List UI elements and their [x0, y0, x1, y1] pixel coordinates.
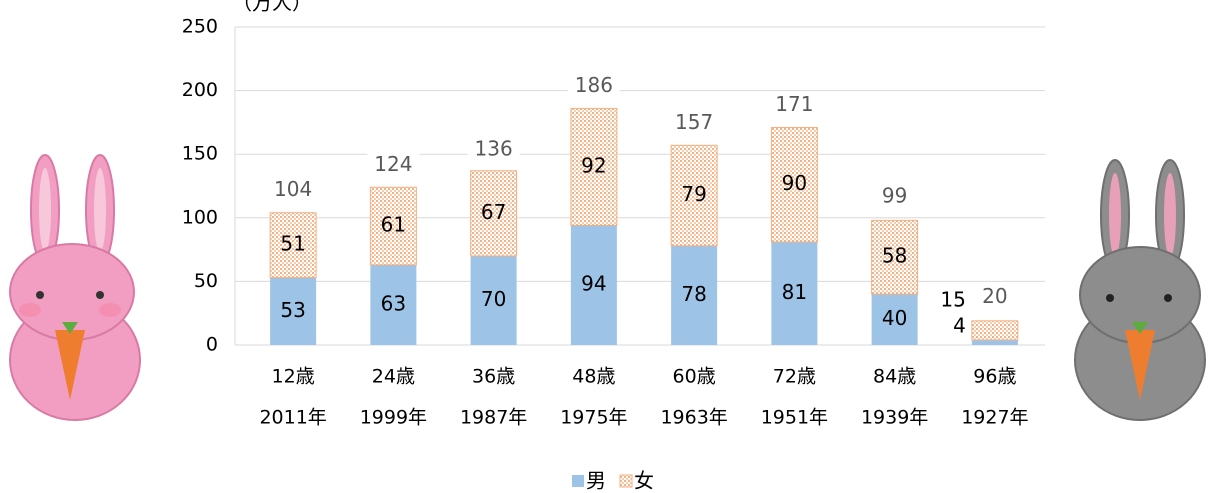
legend-swatch [620, 475, 632, 487]
page: {"chart_data": {"type": "stacked_bar", "… [0, 0, 1211, 493]
total-label: 157 [675, 110, 713, 134]
unit-label: （万人） [232, 0, 312, 15]
data-label: 67 [481, 200, 506, 224]
data-label: 63 [381, 291, 406, 315]
x-tick-label: 72歳 [773, 366, 816, 388]
total-label: 20 [982, 284, 1007, 308]
y-tick-label: 150 [182, 143, 218, 165]
y-tick-label: 100 [182, 206, 218, 228]
data-label: 40 [882, 306, 907, 330]
data-label: 78 [681, 282, 706, 306]
data-label: 79 [681, 182, 706, 206]
legend-label: 男 [586, 469, 606, 493]
total-label: 104 [274, 177, 312, 201]
data-label: 92 [581, 153, 606, 177]
x-tick-label: 1987年 [460, 407, 527, 429]
y-tick-label: 250 [182, 16, 218, 38]
x-tick-label: 24歳 [372, 366, 415, 388]
y-tick-label: 200 [182, 79, 218, 101]
y-tick-label: 0 [206, 334, 218, 356]
legend-label: 女 [634, 469, 654, 493]
legend-swatch [572, 475, 584, 487]
x-tick-label: 1963年 [660, 407, 727, 429]
x-tick-label: 1927年 [961, 407, 1028, 429]
total-label: 99 [882, 184, 907, 208]
pink-rabbit [10, 155, 140, 420]
x-tick-label: 1939年 [861, 407, 928, 429]
x-tick-label: 84歳 [873, 366, 916, 388]
chart: （万人） 0 50 100 150 200 250 12歳 2011年 53 51 104 24歳 19… [0, 0, 1211, 493]
data-label: 51 [280, 232, 305, 256]
total-label: 136 [475, 137, 513, 161]
data-label: 94 [581, 272, 606, 296]
data-label: 15 [940, 288, 965, 312]
data-label: 70 [481, 287, 506, 311]
x-tick-label: 1999年 [360, 407, 427, 429]
x-tick-label: 48歳 [572, 366, 615, 388]
data-label: 90 [782, 171, 807, 195]
data-label: 4 [953, 314, 966, 338]
total-label: 186 [575, 73, 613, 97]
gray-rabbit [1075, 160, 1205, 420]
data-label: 58 [882, 244, 907, 268]
x-tick-label: 2011年 [259, 407, 326, 429]
bar-segment [972, 340, 1018, 345]
x-tick-label: 36歳 [472, 366, 515, 388]
bar-segment [972, 321, 1018, 340]
x-tick-label: 96歳 [973, 366, 1016, 388]
data-label: 61 [381, 213, 406, 237]
x-tick-label: 1951年 [761, 407, 828, 429]
data-label: 81 [782, 280, 807, 304]
x-tick-label: 1975年 [560, 407, 627, 429]
total-label: 124 [374, 152, 412, 176]
y-tick-label: 50 [194, 270, 218, 292]
total-label: 171 [775, 92, 813, 116]
x-tick-label: 60歳 [673, 366, 716, 388]
x-tick-label: 12歳 [272, 366, 315, 388]
data-label: 53 [280, 298, 305, 322]
